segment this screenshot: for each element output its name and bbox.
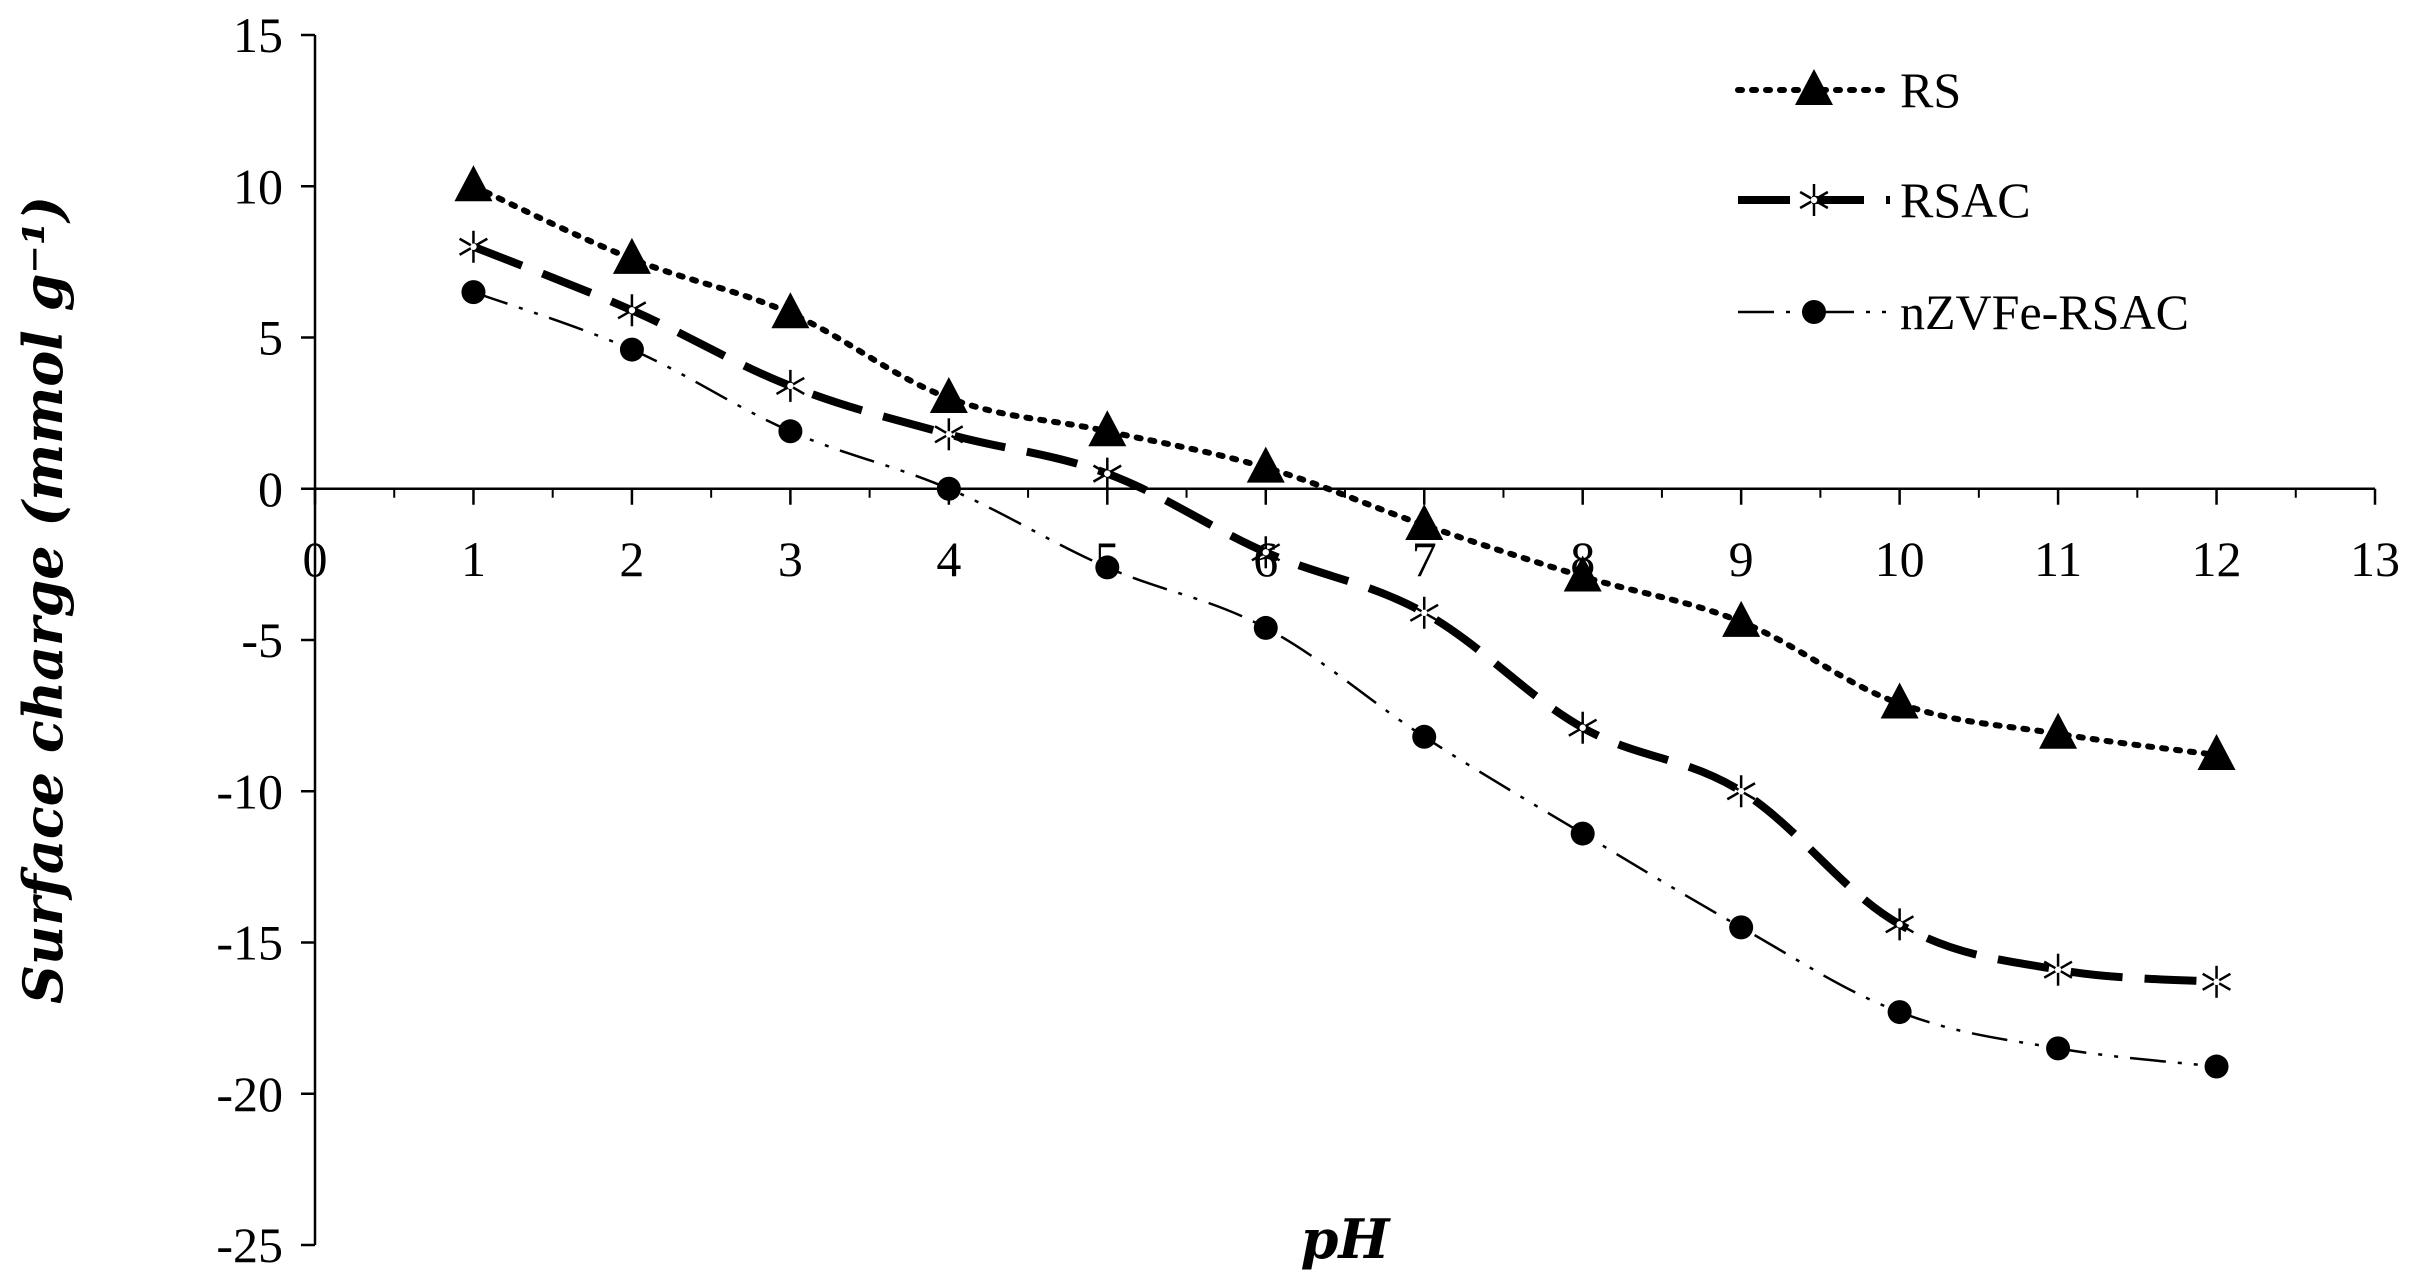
point-nzvfe-rsac-circle [778,419,803,444]
point-rs-triangle [1405,504,1444,541]
point-rs-triangle [1088,410,1127,447]
point-rsac-asterisk [2202,965,2232,998]
point-rs-triangle [454,165,493,202]
point-rs-triangle [771,292,810,329]
series-nzvfe-rsac [461,280,2229,1079]
x-tick-label: 11 [2034,531,2082,587]
point-rs-triangle [2039,712,2078,749]
x-tick-label: 4 [936,531,961,587]
asterisk-center [1896,921,1903,928]
point-nzvfe-rsac-circle [936,476,961,501]
point-rsac-asterisk [1251,536,1281,569]
x-tick-label: 10 [1875,531,1925,587]
x-tick-label: 13 [2350,531,2400,587]
y-axis-title: Surface charge (mmol g⁻¹) [11,196,75,1004]
point-rs-triangle [2197,733,2236,770]
asterisk-center [1104,470,1111,477]
y-tick-label: -10 [216,763,283,819]
point-nzvfe-rsac-circle [2204,1054,2229,1079]
y-tick-label: 15 [233,7,283,63]
legend-item-rs: RS [1735,62,1961,118]
asterisk-center [2054,966,2062,973]
x-tick-label: 9 [1729,531,1754,587]
point-legend-nzvfe-rsac-circle [1802,300,1826,324]
y-tick-label: -25 [216,1217,283,1273]
point-legend-rsac-asterisk [1799,184,1829,216]
point-nzvfe-rsac-circle [1412,724,1437,749]
x-axis-title: pH [1301,1207,1392,1271]
series-rsac [458,230,2232,998]
point-rs-triangle [1880,682,1919,719]
x-tick-label: 2 [619,531,644,587]
point-rsac-asterisk [617,294,647,327]
y-tick-label: 0 [258,461,283,517]
legend-label-rs: RS [1900,62,1961,118]
asterisk-center [1737,788,1745,795]
point-rs-triangle [1722,600,1761,637]
asterisk-center [470,243,477,250]
x-tick-label: 3 [778,531,803,587]
asterisk-center [1421,609,1428,616]
x-tick-label: 12 [2192,531,2242,587]
series-line-rs [470,183,2220,758]
legend: RS RSAC nZVFe-RSAC [1735,62,2189,340]
point-nzvfe-rsac-circle [1253,615,1278,640]
asterisk-center [628,307,636,314]
point-rsac-asterisk [934,418,964,451]
x-tick-label: 7 [1412,531,1437,587]
point-rsac-asterisk [2043,953,2073,986]
point-rsac-asterisk [775,369,805,402]
point-rsac-asterisk [458,230,488,263]
y-tick-label: -15 [216,915,283,971]
point-rs-triangle [612,237,651,274]
legend-label-rsac: RSAC [1900,172,2031,228]
asterisk-center [1262,549,1269,556]
legend-item-rsac: RSAC [1738,172,2031,228]
x-tick-label: 1 [461,531,486,587]
y-tick-label: 10 [233,158,283,214]
series-layer [454,165,2236,1079]
asterisk-center [2213,978,2220,986]
point-nzvfe-rsac-circle [461,280,486,305]
point-nzvfe-rsac-circle [1887,1000,1912,1025]
point-rsac-asterisk [1568,711,1598,744]
point-nzvfe-rsac-circle [2046,1036,2071,1061]
point-rsac-asterisk [1409,596,1439,629]
point-rs-triangle [1246,446,1285,483]
y-tick-label: -20 [216,1066,283,1122]
legend-label-nzvfe-rsac: nZVFe-RSAC [1900,284,2189,340]
point-nzvfe-rsac-circle [1570,821,1595,846]
series-line-rsac [471,243,2217,986]
point-rsac-asterisk [1726,775,1756,808]
asterisk-center [1579,724,1586,731]
asterisk-center [945,431,953,438]
point-rs-triangle [929,377,968,413]
point-rsac-asterisk [1885,908,1915,941]
point-rsac-asterisk [1092,457,1122,490]
asterisk-center [787,382,794,390]
point-nzvfe-rsac-circle [619,337,644,362]
y-tick-label: -5 [241,612,283,668]
y-tick-label: 5 [258,310,283,366]
series-rs [454,165,2236,770]
point-nzvfe-rsac-circle [1095,555,1120,580]
point-rs-triangle [1563,555,1602,592]
point-nzvfe-rsac-circle [1729,915,1754,940]
point-legend-rs-triangle [1795,69,1833,105]
asterisk-center [1810,196,1818,204]
x-tick-label: 0 [303,531,328,587]
legend-item-nzvfe-rsac: nZVFe-RSAC [1738,284,2189,340]
